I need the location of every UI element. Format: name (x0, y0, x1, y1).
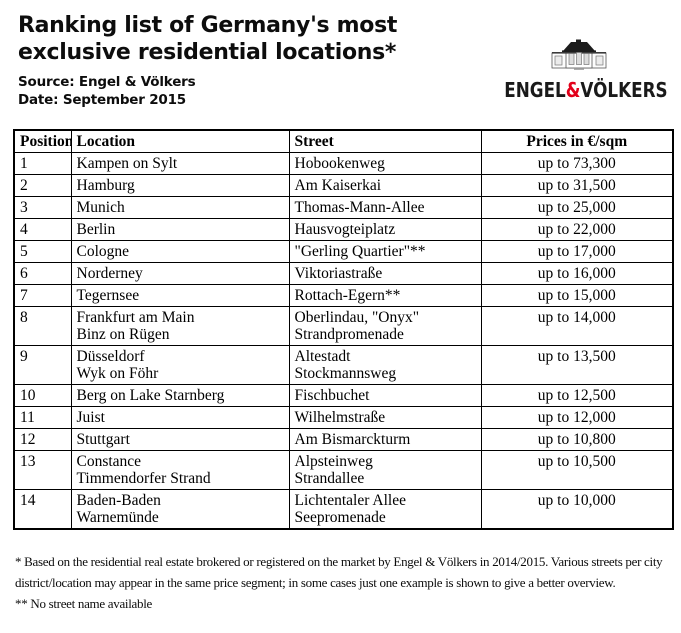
footnote-asterisk: * Based on the residential real estate b… (15, 554, 663, 590)
location-cell: Munich (70, 196, 290, 219)
table-row: 14 Baden-Baden Warnemünde Lichtentaler A… (13, 489, 674, 530)
street-cell: "Gerling Quartier"** (288, 240, 482, 263)
footnotes: * Based on the residential real estate b… (15, 551, 673, 614)
street-cell: Hobookenweg (288, 152, 482, 175)
location-cell: Constance Timmendorfer Strand (70, 450, 290, 490)
location-cell: Berg on Lake Starnberg (70, 384, 290, 407)
table-row: 5 Cologne "Gerling Quartier"** up to 17,… (13, 240, 674, 263)
brand-voelkers: VÖLKERS (580, 78, 668, 102)
street-cell: Viktoriastraße (288, 262, 482, 285)
page-title-line1: Ranking list of Germany's most (18, 13, 398, 38)
position-cell: 9 (13, 345, 72, 385)
location-cell: Berlin (70, 218, 290, 241)
street-cell: Fischbuchet (288, 384, 482, 407)
location-cell: Stuttgart (70, 428, 290, 451)
col-header-prices: Prices in €/sqm (480, 129, 674, 153)
table-row: 11 Juist Wilhelmstraße up to 12,000 (13, 406, 674, 429)
price-cell: up to 15,000 (480, 284, 674, 307)
position-cell: 8 (13, 306, 72, 346)
location-cell: Frankfurt am Main Binz on Rügen (70, 306, 290, 346)
document-header: Ranking list of Germany's most exclusive… (13, 12, 671, 109)
street-cell: Altestadt Stockmannsweg (288, 345, 482, 385)
position-cell: 12 (13, 428, 72, 451)
location-cell: Norderney (70, 262, 290, 285)
position-cell: 4 (13, 218, 72, 241)
col-header-position: Position (13, 129, 72, 153)
position-cell: 11 (13, 406, 72, 429)
position-cell: 13 (13, 450, 72, 490)
price-cell: up to 22,000 (480, 218, 674, 241)
table-row: 2 Hamburg Am Kaiserkai up to 31,500 (13, 174, 674, 197)
brand-ampersand: & (565, 78, 581, 102)
price-cell: up to 31,500 (480, 174, 674, 197)
brand-wordmark: ENGEL&VÖLKERS (504, 78, 667, 102)
table-row: 7 Tegernsee Rottach-Egern** up to 15,000 (13, 284, 674, 307)
engel-voelkers-logo: ENGEL&VÖLKERS (490, 37, 668, 101)
position-cell: 14 (13, 489, 72, 530)
price-cell: up to 10,000 (480, 489, 674, 530)
table-header-row: Position Location Street Prices in €/sqm (13, 129, 674, 153)
position-cell: 1 (13, 152, 72, 175)
location-cell: Düsseldorf Wyk on Föhr (70, 345, 290, 385)
price-cell: up to 25,000 (480, 196, 674, 219)
price-cell: up to 73,300 (480, 152, 674, 175)
price-cell: up to 12,500 (480, 384, 674, 407)
table-row: 1 Kampen on Sylt Hobookenweg up to 73,30… (13, 152, 674, 175)
col-header-location: Location (70, 129, 290, 153)
street-cell: Oberlindau, "Onyx" Strandpromenade (288, 306, 482, 346)
table-row: 10 Berg on Lake Starnberg Fischbuchet up… (13, 384, 674, 407)
page-title: Ranking list of Germany's most exclusive… (18, 12, 397, 66)
street-cell: Am Kaiserkai (288, 174, 482, 197)
table-row: 3 Munich Thomas-Mann-Allee up to 25,000 (13, 196, 674, 219)
price-cell: up to 14,000 (480, 306, 674, 346)
street-cell: Alpsteinweg Strandallee (288, 450, 482, 490)
location-cell: Hamburg (70, 174, 290, 197)
street-cell: Wilhelmstraße (288, 406, 482, 429)
street-cell: Lichtentaler Allee Seepromenade (288, 489, 482, 530)
footnote-double-asterisk: ** No street name available (15, 596, 153, 611)
price-cell: up to 10,800 (480, 428, 674, 451)
table-row: 8 Frankfurt am Main Binz on Rügen Oberli… (13, 306, 674, 346)
price-cell: up to 13,500 (480, 345, 674, 385)
price-cell: up to 17,000 (480, 240, 674, 263)
ranking-table: Position Location Street Prices in €/sqm… (13, 129, 674, 530)
location-cell: Tegernsee (70, 284, 290, 307)
location-cell: Kampen on Sylt (70, 152, 290, 175)
price-cell: up to 12,000 (480, 406, 674, 429)
villa-house-icon (551, 39, 607, 70)
title-block: Ranking list of Germany's most exclusive… (18, 12, 397, 109)
street-cell: Rottach-Egern** (288, 284, 482, 307)
table-row: 13 Constance Timmendorfer Strand Alpstei… (13, 450, 674, 490)
table-row: 6 Norderney Viktoriastraße up to 16,000 (13, 262, 674, 285)
position-cell: 5 (13, 240, 72, 263)
table-row: 9 Düsseldorf Wyk on Föhr Altestadt Stock… (13, 345, 674, 385)
position-cell: 2 (13, 174, 72, 197)
table-row: 4 Berlin Hausvogteiplatz up to 22,000 (13, 218, 674, 241)
page-title-line2: exclusive residential locations* (18, 40, 397, 65)
location-cell: Cologne (70, 240, 290, 263)
position-cell: 10 (13, 384, 72, 407)
position-cell: 3 (13, 196, 72, 219)
street-cell: Hausvogteiplatz (288, 218, 482, 241)
location-cell: Juist (70, 406, 290, 429)
table-row: 12 Stuttgart Am Bismarckturm up to 10,80… (13, 428, 674, 451)
street-cell: Am Bismarckturm (288, 428, 482, 451)
col-header-street: Street (288, 129, 482, 153)
source-line: Source: Engel & Völkers (18, 74, 196, 90)
price-cell: up to 16,000 (480, 262, 674, 285)
price-cell: up to 10,500 (480, 450, 674, 490)
position-cell: 7 (13, 284, 72, 307)
position-cell: 6 (13, 262, 72, 285)
date-line: Date: September 2015 (18, 92, 186, 108)
street-cell: Thomas-Mann-Allee (288, 196, 482, 219)
location-cell: Baden-Baden Warnemünde (70, 489, 290, 530)
brand-engel: ENGEL (504, 78, 566, 102)
